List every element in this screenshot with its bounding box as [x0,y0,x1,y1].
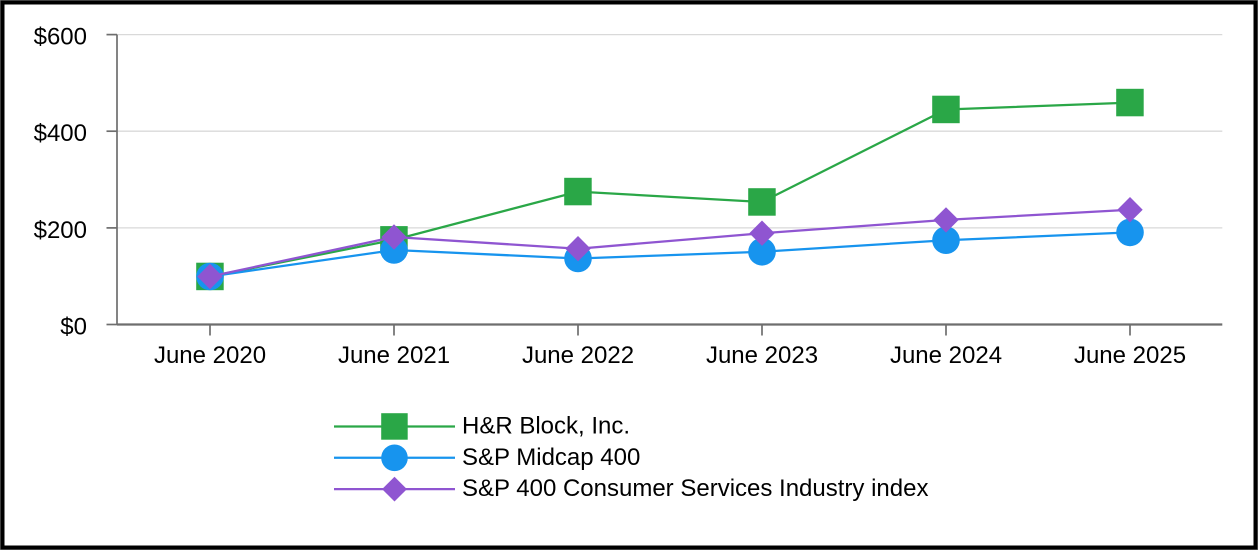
svg-text:S&P Midcap 400: S&P Midcap 400 [462,444,640,471]
svg-text:June 2020: June 2020 [154,342,266,369]
svg-text:June 2025: June 2025 [1074,342,1186,369]
svg-text:S&P 400 Consumer Services Indu: S&P 400 Consumer Services Industry index [462,475,928,502]
svg-text:June 2024: June 2024 [890,342,1002,369]
svg-text:$0: $0 [60,314,87,341]
svg-text:June 2021: June 2021 [338,342,450,369]
svg-text:June 2023: June 2023 [706,342,818,369]
svg-text:$400: $400 [34,120,87,147]
svg-text:H&R Block, Inc.: H&R Block, Inc. [462,413,630,440]
svg-text:$200: $200 [34,217,87,244]
svg-text:$600: $600 [34,24,87,51]
svg-text:June 2022: June 2022 [522,342,634,369]
